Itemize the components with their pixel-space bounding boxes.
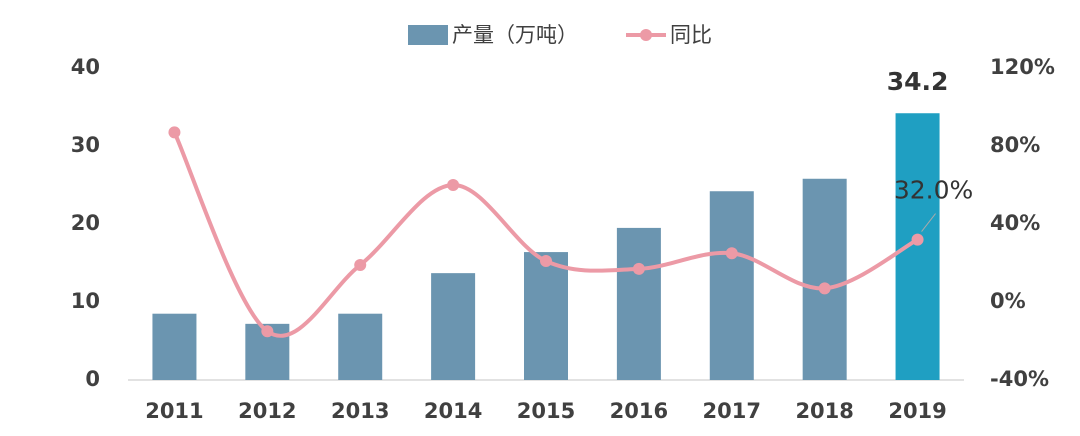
line-point bbox=[447, 179, 460, 191]
legend-swatch bbox=[408, 25, 448, 45]
y-tick-label: 40 bbox=[71, 55, 100, 79]
y-tick-label: 20 bbox=[71, 211, 100, 235]
bar bbox=[338, 313, 383, 380]
line-point bbox=[725, 247, 738, 260]
bar bbox=[895, 113, 940, 381]
x-tick-label: 2013 bbox=[331, 399, 389, 423]
line-point bbox=[911, 233, 924, 246]
line-point bbox=[632, 262, 645, 275]
line-point bbox=[168, 126, 181, 139]
x-tick-label: 2014 bbox=[424, 399, 482, 423]
bar bbox=[431, 273, 476, 380]
legend-label: 产量（万吨） bbox=[452, 23, 578, 47]
line-point bbox=[354, 258, 367, 271]
line-point bbox=[540, 255, 552, 268]
legend-swatch-point bbox=[640, 29, 652, 41]
bar-value-label: 34.2 bbox=[887, 67, 949, 96]
x-tick-label: 2016 bbox=[610, 399, 668, 423]
y-tick-label: 30 bbox=[71, 133, 100, 157]
bar bbox=[524, 252, 568, 380]
bar bbox=[616, 227, 661, 380]
legend-label: 同比 bbox=[670, 23, 712, 47]
x-tick-label: 2011 bbox=[145, 399, 203, 423]
y2-tick-label: -40% bbox=[990, 367, 1049, 391]
x-tick-label: 2015 bbox=[517, 399, 575, 423]
x-tick-label: 2017 bbox=[703, 399, 761, 423]
x-tick-label: 2018 bbox=[795, 399, 853, 423]
line-point bbox=[818, 282, 831, 295]
x-tick-label: 2012 bbox=[238, 399, 296, 423]
y2-tick-label: 40% bbox=[990, 211, 1040, 235]
y-tick-label: 10 bbox=[71, 289, 100, 313]
y2-tick-label: 0% bbox=[990, 289, 1026, 313]
y2-tick-label: 80% bbox=[990, 133, 1040, 157]
bar bbox=[802, 178, 847, 380]
y2-tick-label: 120% bbox=[990, 55, 1055, 79]
bar bbox=[709, 191, 754, 380]
y-tick-label: 0 bbox=[85, 367, 100, 391]
x-tick-label: 2019 bbox=[888, 399, 946, 423]
line-value-label: 32.0% bbox=[894, 176, 973, 205]
label-leader bbox=[921, 213, 936, 232]
line-point bbox=[261, 325, 274, 338]
bar bbox=[152, 313, 197, 380]
